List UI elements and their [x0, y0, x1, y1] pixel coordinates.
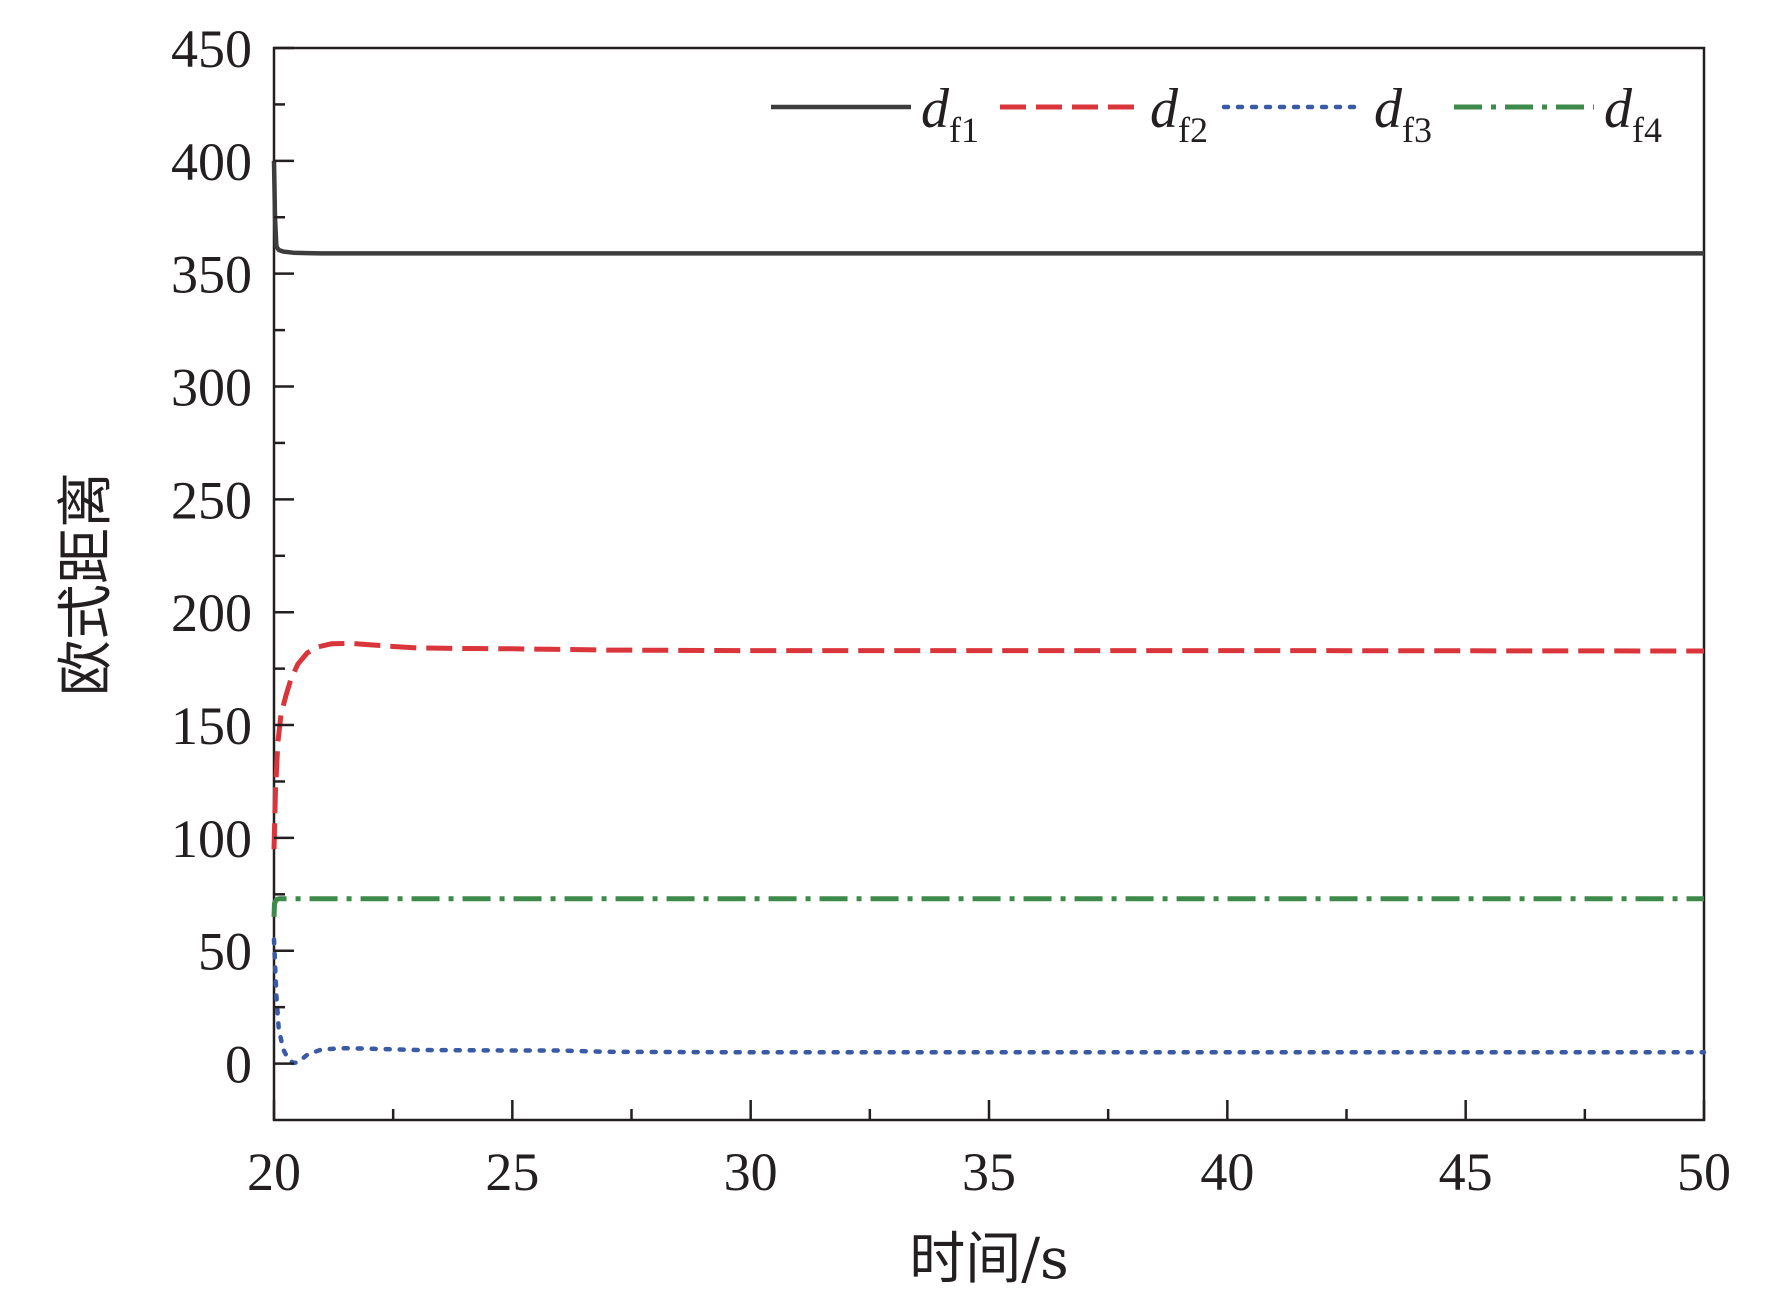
legend-label-df3: df3 — [1374, 78, 1432, 150]
legend-label-sub: f4 — [1632, 110, 1662, 150]
legend-label-sub: f2 — [1178, 110, 1208, 150]
y-tick-label: 450 — [171, 19, 252, 79]
legend-label-df2: df2 — [1150, 78, 1208, 150]
y-axis-title: 欧式距离 — [54, 472, 119, 696]
x-tick-label: 20 — [247, 1142, 301, 1202]
legend-label-main: d — [1604, 78, 1633, 140]
x-tick-label: 35 — [962, 1142, 1016, 1202]
y-tick-label: 350 — [171, 245, 252, 305]
legend-label-main: d — [921, 78, 950, 140]
series-line-df4 — [271, 896, 1704, 917]
ticks-layer: 20 25 30 35 40 45 50 0 50 100 150 200 250 300 350 400 45… — [171, 19, 1731, 1202]
x-tick-label: 50 — [1677, 1142, 1731, 1202]
legend-label-df4: df4 — [1604, 78, 1662, 150]
legend-label-main: d — [1150, 78, 1179, 140]
y-tick-label: 300 — [171, 358, 252, 418]
x-tick-label: 45 — [1439, 1142, 1493, 1202]
plot-area — [272, 46, 1706, 1122]
legend-label-main: d — [1374, 78, 1403, 140]
x-tick-label: 30 — [724, 1142, 778, 1202]
y-tick-label: 0 — [225, 1035, 252, 1095]
legend-label-sub: f1 — [949, 110, 979, 150]
y-tick-label: 400 — [171, 132, 252, 192]
series-layer — [271, 160, 1707, 1066]
series-line-df2 — [271, 640, 1705, 850]
y-tick-label: 200 — [171, 583, 252, 643]
y-tick-label: 150 — [171, 696, 252, 756]
y-tick-label: 250 — [171, 470, 252, 530]
legend-label-df1: df1 — [921, 78, 979, 150]
y-tick-label: 50 — [198, 922, 252, 982]
series-line-df3 — [271, 937, 1707, 1066]
legend: df1 df2 df3 df4 — [771, 78, 1662, 150]
legend-label-sub: f3 — [1402, 110, 1432, 150]
y-tick-label: 100 — [171, 809, 252, 869]
x-tick-label: 40 — [1200, 1142, 1254, 1202]
series-line-df1 — [271, 160, 1704, 256]
x-axis-title: 时间/s — [909, 1227, 1069, 1292]
x-tick-label: 25 — [485, 1142, 539, 1202]
